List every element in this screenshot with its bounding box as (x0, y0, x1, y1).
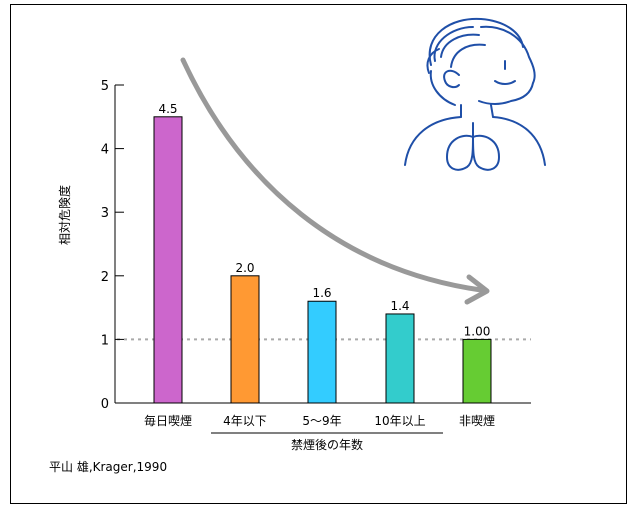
chart-svg: 0 1 2 3 4 5 4.5 毎日喫煙 2.0 4年以下 1.6 5〜9年 1.4 10年以上 1.00… (49, 17, 546, 474)
chart-frame: 0 1 2 3 4 5 4.5 毎日喫煙 2.0 4年以下 1.6 5〜9年 1.4 10年以上 1.00… (10, 4, 627, 504)
trend-arrow-icon (180, 57, 490, 305)
y-tick-label: 5 (101, 79, 109, 94)
bar-value-label: 2.0 (235, 261, 254, 275)
source-citation: 平山 雄,Krager,1990 (49, 459, 167, 474)
bar (462, 338, 492, 404)
category-label: 非喫煙 (459, 414, 495, 428)
y-tick-label: 4 (101, 143, 109, 158)
bar (153, 116, 183, 404)
bar-value-label: 4.5 (158, 102, 177, 116)
category-label: 毎日喫煙 (144, 413, 192, 428)
y-tick-label: 1 (101, 333, 109, 348)
bar (307, 300, 337, 404)
bar-value-label: 1.00 (464, 324, 491, 338)
category-label: 4年以下 (223, 414, 267, 428)
bar-value-label: 1.6 (312, 286, 331, 300)
y-tick-label: 2 (101, 270, 109, 285)
bar (230, 275, 260, 404)
bar-value-label: 1.4 (390, 299, 409, 313)
bar (385, 313, 415, 404)
y-tick-label: 3 (101, 206, 109, 221)
category-label: 10年以上 (374, 414, 425, 428)
category-label: 5〜9年 (302, 414, 341, 428)
person-illustration-icon (404, 17, 546, 171)
y-tick-label: 0 (101, 397, 109, 412)
x-axis-title: 禁煙後の年数 (291, 437, 363, 452)
y-axis-title: 相対危険度 (57, 185, 72, 245)
